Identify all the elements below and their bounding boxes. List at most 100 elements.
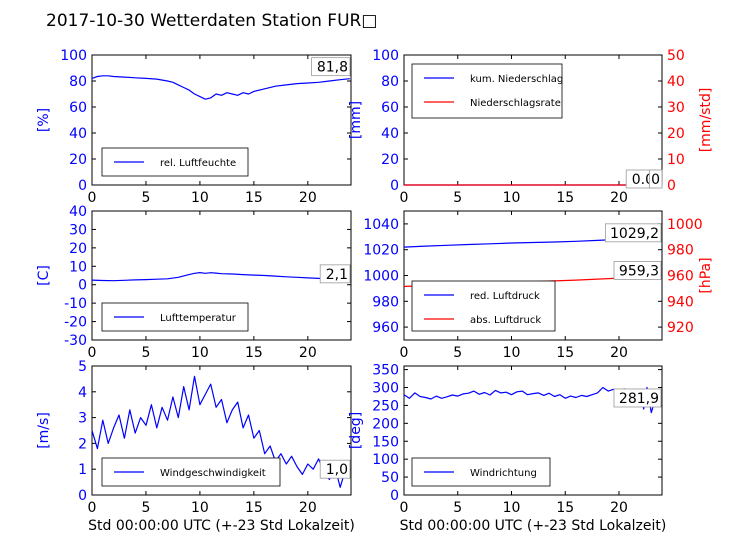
- y-axis-label: [mm]: [348, 101, 364, 139]
- y-tick-label-right: 0: [667, 178, 676, 194]
- y-tick-label: 1040: [363, 217, 399, 233]
- x-tick-label: 10: [503, 190, 521, 206]
- y-tick-label-right: 960: [667, 269, 694, 285]
- y-tick-label-right: 920: [667, 320, 694, 336]
- y-axis-label-right: [hPa]: [698, 257, 714, 293]
- y-tick-label-right: 980: [667, 243, 694, 259]
- series-line-0: [91, 272, 350, 282]
- x-tick-label: 20: [299, 345, 317, 361]
- annotation-value: 1029,2: [610, 226, 659, 242]
- annotation-value: 959,3: [619, 263, 659, 279]
- legend-label: abs. Luftdruck: [470, 315, 541, 326]
- annotation-temperature: 2,1: [319, 264, 351, 284]
- x-tick-label: 15: [556, 190, 574, 206]
- y-tick-label: 40: [381, 126, 399, 142]
- y-tick-label: 100: [372, 48, 399, 64]
- y-tick-label: 300: [372, 381, 399, 397]
- annotation-value: 281,9: [619, 391, 659, 407]
- x-tick-label: 10: [191, 345, 209, 361]
- y-tick-label: 960: [372, 320, 399, 336]
- annotation-precip-rate: 0: [649, 169, 663, 189]
- x-tick-label: 15: [556, 500, 574, 516]
- x-tick-label: 0: [400, 500, 409, 516]
- x-tick-label: 5: [453, 500, 462, 516]
- y-tick-label: 5: [78, 359, 87, 375]
- y-tick-label: 60: [69, 100, 87, 116]
- x-tick-label: 0: [88, 345, 97, 361]
- x-tick-label: 15: [245, 190, 263, 206]
- annotation-value: 0.0: [632, 172, 654, 188]
- y-tick-label: 1020: [363, 243, 399, 259]
- y-axis-label: [deg]: [348, 412, 364, 449]
- annotation-abs-pressure: 959,3: [613, 261, 662, 280]
- legend-frame: [411, 280, 556, 332]
- y-tick-label: 250: [372, 398, 399, 414]
- y-tick-label: 0: [78, 278, 87, 294]
- y-tick-label: 1: [78, 462, 87, 478]
- y-tick-label: 0: [78, 488, 87, 504]
- x-axis-label: Std 00:00:00 UTC (+-23 Std Lokalzeit): [88, 518, 355, 534]
- annotation-red-pressure: 1029,2: [605, 223, 662, 243]
- x-tick-label: 15: [245, 500, 263, 516]
- annotation-value: 81,8: [317, 60, 348, 76]
- annotation-winddir: 281,9: [613, 388, 662, 408]
- series-line-0: [91, 75, 350, 100]
- y-tick-label: 20: [381, 152, 399, 168]
- series-line-0: [91, 375, 350, 488]
- x-tick-label: 5: [141, 500, 150, 516]
- legend-label: Niederschlagsrate: [470, 98, 561, 109]
- y-tick-label: 0: [78, 178, 87, 194]
- annotation-value: 2,1: [326, 267, 348, 283]
- legend: red. Luftdruck abs. Luftdruck: [411, 280, 556, 332]
- x-axis-label: Std 00:00:00 UTC (+-23 Std Lokalzeit): [400, 518, 667, 534]
- x-tick-label: 0: [400, 345, 409, 361]
- panel-precip: 0 5 10 15 20 0 20 40 60 80 100 0 10 20 30 40 50 [mm] [mm/s…: [348, 48, 714, 206]
- x-tick-label: 0: [400, 190, 409, 206]
- y-tick-label: 3: [78, 411, 87, 427]
- annotation-box: [605, 223, 662, 243]
- legend: rel. Luftfeuchte: [101, 147, 249, 177]
- legend: Lufttemperatur: [101, 302, 249, 332]
- y-tick-label: 40: [69, 204, 87, 220]
- annotation-box: [613, 261, 662, 280]
- y-tick-label: -20: [64, 315, 87, 331]
- y-axis-label: [%]: [36, 108, 52, 132]
- annotation-box: [319, 264, 351, 284]
- y-tick-label-right: 940: [667, 294, 694, 310]
- panel-windspeed: 0 5 10 15 20 0 1 2 3 4 5 [m/s] Std 00:00:00 UTC (+-2…: [36, 359, 355, 534]
- x-tick-label: 15: [556, 345, 574, 361]
- x-tick-label: 20: [610, 345, 628, 361]
- x-tick-label: 5: [141, 345, 150, 361]
- x-tick-label: 10: [191, 190, 209, 206]
- y-tick-label: 4: [78, 385, 87, 401]
- y-tick-label: 0: [390, 178, 399, 194]
- annotation-box: [613, 388, 662, 408]
- legend-frame: [411, 63, 563, 119]
- y-tick-label: 980: [372, 294, 399, 310]
- x-tick-label: 20: [610, 500, 628, 516]
- legend-frame: [101, 147, 249, 177]
- panel-humidity: 0 5 10 15 20 0 20 40 60 80 100 [%] rel. Luftfeuchte 8…: [36, 48, 352, 206]
- x-tick-label: 10: [191, 500, 209, 516]
- y-tick-label: 20: [69, 241, 87, 257]
- y-tick-label-right: 30: [667, 100, 685, 116]
- y-tick-label: 80: [69, 74, 87, 90]
- x-tick-label: 5: [453, 345, 462, 361]
- y-tick-label: 1000: [363, 269, 399, 285]
- legend: Windrichtung: [411, 457, 551, 487]
- y-tick-label: -10: [64, 296, 87, 312]
- y-tick-label: 350: [372, 363, 399, 379]
- annotation-box: [311, 57, 351, 77]
- y-tick-label: 20: [69, 152, 87, 168]
- y-tick-label: 80: [381, 74, 399, 90]
- annotation-value: 1,0: [326, 462, 348, 478]
- x-tick-label: 0: [88, 190, 97, 206]
- annotation-box: [319, 459, 351, 479]
- figure-title: 2017-10-30 Wetterdaten Station FUR□: [46, 11, 377, 31]
- legend: kum. Niederschlag Niederschlagsrate: [411, 63, 563, 119]
- y-tick-label-right: 50: [667, 48, 685, 64]
- y-tick-label: 10: [69, 259, 87, 275]
- annotation-value: 0: [651, 172, 660, 188]
